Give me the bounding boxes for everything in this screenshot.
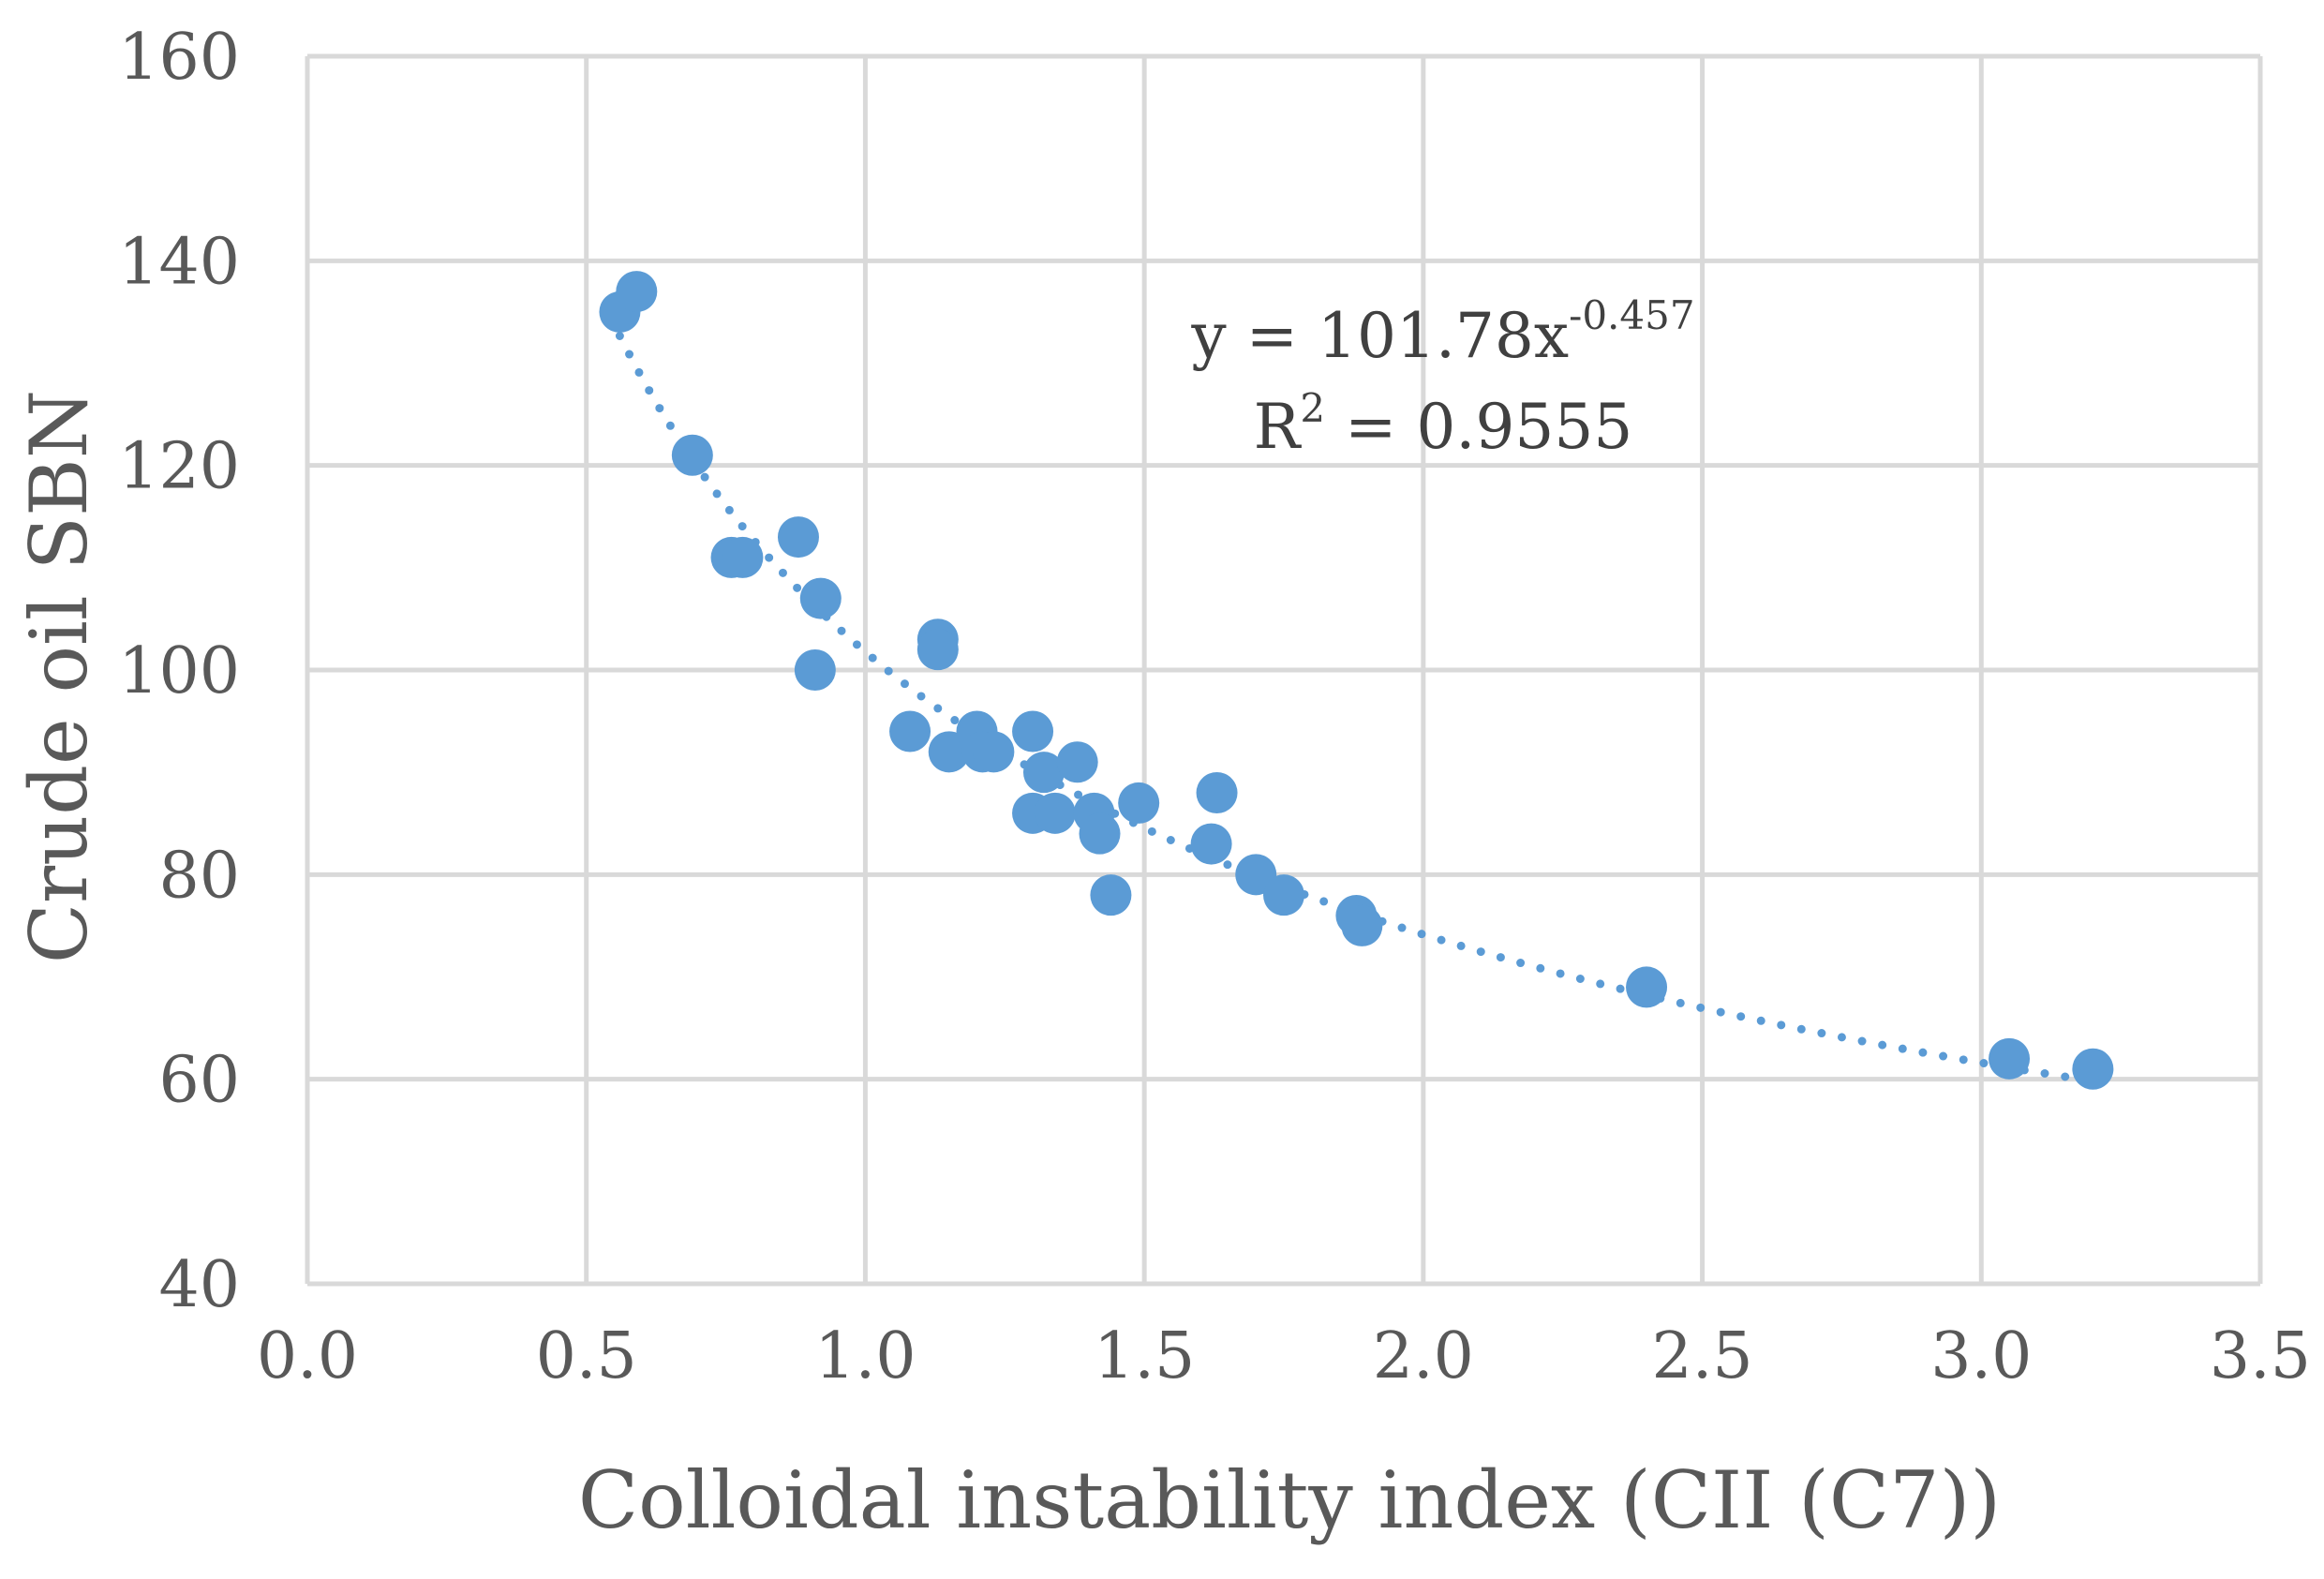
y-tick-label: 40: [158, 1248, 240, 1322]
y-axis-title: Crude oil SBN: [13, 390, 105, 964]
data-point: [800, 578, 842, 619]
x-tick-label: 1.5: [1094, 1319, 1195, 1393]
x-tick-label: 0.0: [257, 1319, 358, 1393]
y-tick-label: 120: [118, 430, 240, 504]
x-tick-label: 3.5: [2210, 1319, 2311, 1393]
data-point: [1626, 966, 1667, 1007]
data-point: [917, 629, 959, 670]
y-tick-label: 80: [158, 839, 240, 913]
y-tick-labels: 40 60 80 100 120 140 160: [118, 21, 240, 1322]
y-tick-label: 100: [118, 634, 240, 708]
data-point: [1080, 813, 1121, 855]
gridlines: [307, 56, 2260, 1284]
data-point: [1191, 824, 1232, 865]
data-point: [889, 711, 931, 752]
data-point: [1090, 874, 1131, 916]
y-tick-label: 160: [118, 21, 240, 95]
data-point: [973, 731, 1014, 772]
data-point: [1057, 741, 1098, 782]
chart-container: 40 60 80 100 120 140 160 0.0 0.5 1.0 1.5 2.0 2.5 3.0…: [0, 0, 2324, 1574]
x-tick-labels: 0.0 0.5 1.0 1.5 2.0 2.5 3.0 3.5: [257, 1319, 2311, 1393]
data-point: [1012, 711, 1053, 752]
y-tick-label: 60: [158, 1044, 240, 1118]
x-tick-label: 2.0: [1373, 1319, 1474, 1393]
x-tick-label: 2.5: [1651, 1319, 1752, 1393]
trendline-equation: y = 101.78x-0.457: [1190, 292, 1694, 372]
y-tick-label: 140: [118, 225, 240, 299]
r-squared-label: R2 = 0.9555: [1254, 385, 1633, 463]
data-point: [795, 649, 836, 691]
data-point: [2072, 1049, 2113, 1090]
x-axis-title: Colloidal instability index (CII (C7)): [578, 1454, 2001, 1546]
scatter-chart: 40 60 80 100 120 140 160 0.0 0.5 1.0 1.5 2.0 2.5 3.0…: [0, 0, 2324, 1574]
data-point: [1118, 782, 1159, 824]
x-tick-label: 1.0: [814, 1319, 916, 1393]
data-point: [1341, 905, 1382, 946]
data-point: [1035, 793, 1076, 834]
data-point: [1989, 1038, 2030, 1080]
data-point: [616, 271, 657, 312]
data-point: [778, 516, 819, 558]
data-point: [1197, 772, 1238, 813]
data-point: [672, 435, 713, 476]
data-point: [722, 537, 763, 578]
x-tick-label: 3.0: [1930, 1319, 2032, 1393]
data-point: [1263, 874, 1304, 916]
x-tick-label: 0.5: [536, 1319, 637, 1393]
